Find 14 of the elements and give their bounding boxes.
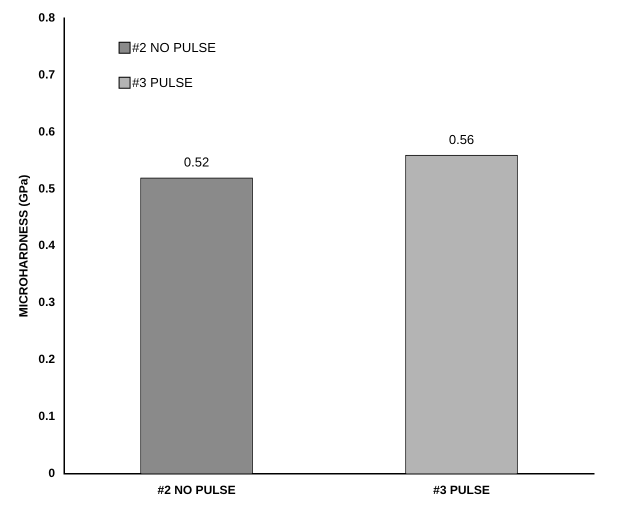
y-tick-label: 0.8 xyxy=(38,10,56,25)
legend-label: #2 NO PULSE xyxy=(132,40,216,55)
y-axis-title: MICROHARDNESS (GPa) xyxy=(16,174,31,318)
legend-label: #3 PULSE xyxy=(132,74,194,90)
y-tick-label: 0.3 xyxy=(38,295,56,310)
y-tick-label: 0.7 xyxy=(38,67,56,82)
y-tick-label: 0.2 xyxy=(38,352,56,366)
y-tick-label: 0 xyxy=(48,466,56,480)
y-tick-label: 0.4 xyxy=(38,238,56,252)
y-tick-label: 0.1 xyxy=(38,408,56,423)
data-label: 0.52 xyxy=(184,154,210,170)
y-tick-label: 0.6 xyxy=(38,124,56,138)
data-label: 0.56 xyxy=(448,132,474,147)
y-tick-label: 0.5 xyxy=(38,181,56,196)
